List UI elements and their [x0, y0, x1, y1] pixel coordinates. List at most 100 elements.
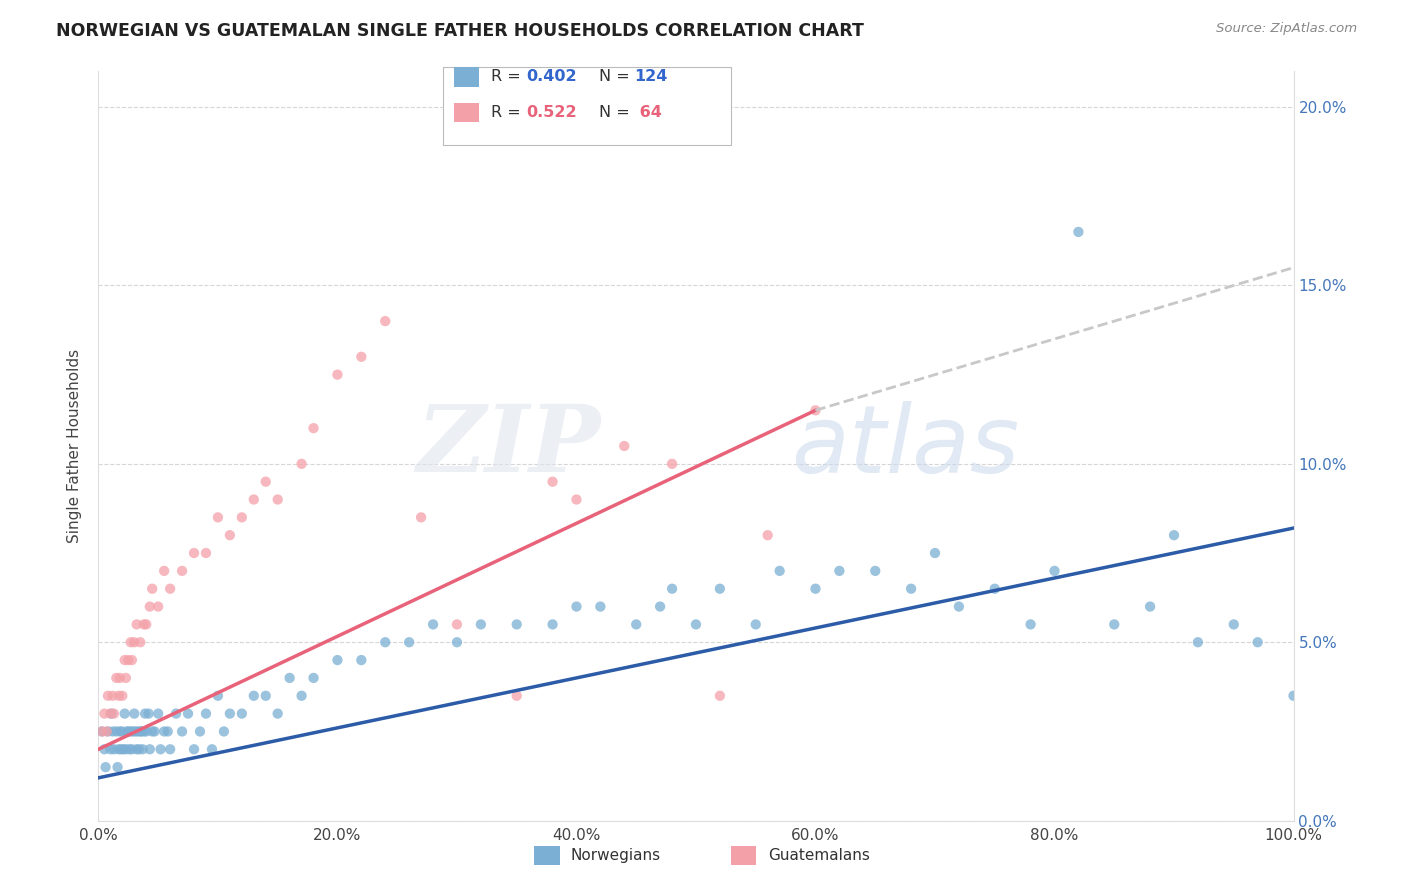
Text: ZIP: ZIP — [416, 401, 600, 491]
Point — [1104, 617, 1126, 632]
Point — [769, 564, 792, 578]
Point — [177, 706, 200, 721]
Point — [374, 314, 396, 328]
Point — [128, 742, 150, 756]
Text: R =: R = — [491, 70, 526, 84]
Point — [159, 582, 181, 596]
Text: 124: 124 — [634, 70, 668, 84]
Point — [804, 582, 827, 596]
Point — [350, 350, 373, 364]
Point — [231, 510, 253, 524]
Point — [212, 724, 235, 739]
Point — [111, 724, 134, 739]
Point — [114, 706, 136, 721]
Point — [107, 689, 129, 703]
Point — [422, 617, 444, 632]
Point — [984, 582, 1007, 596]
Point — [117, 653, 139, 667]
Point — [243, 689, 266, 703]
Point — [149, 742, 172, 756]
Point — [828, 564, 851, 578]
Point — [302, 421, 325, 435]
Point — [97, 724, 120, 739]
Point — [108, 724, 131, 739]
Point — [93, 742, 115, 756]
Point — [120, 724, 142, 739]
Point — [124, 706, 146, 721]
Point — [134, 706, 156, 721]
Point — [411, 510, 433, 524]
Point — [267, 492, 290, 507]
Point — [141, 582, 163, 596]
Point — [267, 706, 290, 721]
Point — [1223, 617, 1246, 632]
Text: 0.522: 0.522 — [526, 105, 576, 120]
Point — [1187, 635, 1209, 649]
Point — [107, 760, 129, 774]
Point — [98, 742, 122, 756]
Point — [138, 706, 160, 721]
Point — [132, 617, 155, 632]
Point — [143, 724, 166, 739]
Point — [98, 706, 122, 721]
Point — [172, 564, 194, 578]
Point — [125, 617, 148, 632]
Point — [141, 724, 163, 739]
Point — [108, 671, 131, 685]
Point — [207, 689, 229, 703]
Point — [115, 671, 138, 685]
Point — [148, 599, 170, 614]
Point — [105, 724, 128, 739]
Point — [207, 510, 229, 524]
Text: 64: 64 — [634, 105, 662, 120]
Point — [115, 724, 138, 739]
Point — [254, 689, 277, 703]
Point — [685, 617, 707, 632]
Point — [120, 635, 142, 649]
Point — [159, 742, 181, 756]
Point — [219, 706, 242, 721]
Point — [131, 742, 153, 756]
Text: NORWEGIAN VS GUATEMALAN SINGLE FATHER HOUSEHOLDS CORRELATION CHART: NORWEGIAN VS GUATEMALAN SINGLE FATHER HO… — [56, 22, 865, 40]
Point — [661, 457, 683, 471]
Point — [107, 742, 129, 756]
Point — [127, 724, 149, 739]
Point — [278, 671, 301, 685]
Point — [115, 742, 138, 756]
Point — [183, 742, 205, 756]
Text: N =: N = — [599, 70, 636, 84]
Point — [924, 546, 946, 560]
Point — [135, 617, 157, 632]
Point — [1139, 599, 1161, 614]
Point — [326, 368, 349, 382]
Point — [114, 653, 136, 667]
Point — [219, 528, 242, 542]
Point — [165, 706, 187, 721]
Point — [398, 635, 420, 649]
Point — [117, 724, 139, 739]
Point — [900, 582, 922, 596]
Point — [1043, 564, 1066, 578]
Point — [709, 689, 731, 703]
Point — [153, 724, 176, 739]
Point — [948, 599, 970, 614]
Point — [804, 403, 827, 417]
Text: Guatemalans: Guatemalans — [768, 848, 869, 863]
Point — [506, 689, 529, 703]
Point — [97, 689, 120, 703]
Point — [135, 724, 157, 739]
Text: 0.402: 0.402 — [526, 70, 576, 84]
Text: Norwegians: Norwegians — [571, 848, 661, 863]
Text: R =: R = — [491, 105, 526, 120]
Point — [110, 742, 132, 756]
Point — [865, 564, 887, 578]
Point — [118, 742, 141, 756]
Point — [541, 617, 564, 632]
Point — [121, 653, 143, 667]
Point — [112, 742, 135, 756]
Point — [129, 635, 152, 649]
Point — [183, 546, 205, 560]
Point — [172, 724, 194, 739]
Point — [139, 742, 162, 756]
Point — [589, 599, 612, 614]
